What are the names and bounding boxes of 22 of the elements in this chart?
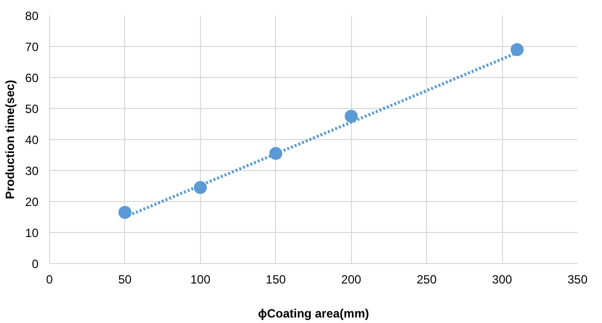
- x-tick-label: 0: [46, 272, 54, 286]
- x-axis-title: ϕCoating area(mm): [258, 306, 370, 320]
- x-tick-label: 350: [567, 272, 588, 286]
- point: [118, 206, 132, 219]
- y-tick-label: 20: [25, 195, 39, 209]
- y-tick-label: 80: [25, 9, 39, 23]
- x-tick-label: 200: [341, 272, 362, 286]
- point: [344, 110, 358, 123]
- x-tick-label: 100: [190, 272, 211, 286]
- y-tick-label: 0: [32, 257, 39, 271]
- point: [510, 43, 524, 56]
- y-tick-label: 50: [25, 102, 39, 116]
- x-tick-label: 50: [118, 272, 132, 286]
- x-tick-label: 250: [416, 272, 437, 286]
- y-tick-label: 40: [25, 133, 39, 147]
- y-tick-label: 30: [25, 164, 39, 178]
- x-tick-label: 300: [492, 272, 512, 286]
- y-axis-title: Production time(sec): [3, 80, 18, 200]
- y-tick-label: 10: [25, 226, 39, 240]
- y-tick-label: 70: [25, 40, 39, 54]
- x-tick-label: 150: [266, 272, 286, 286]
- y-tick-label: 60: [25, 71, 39, 85]
